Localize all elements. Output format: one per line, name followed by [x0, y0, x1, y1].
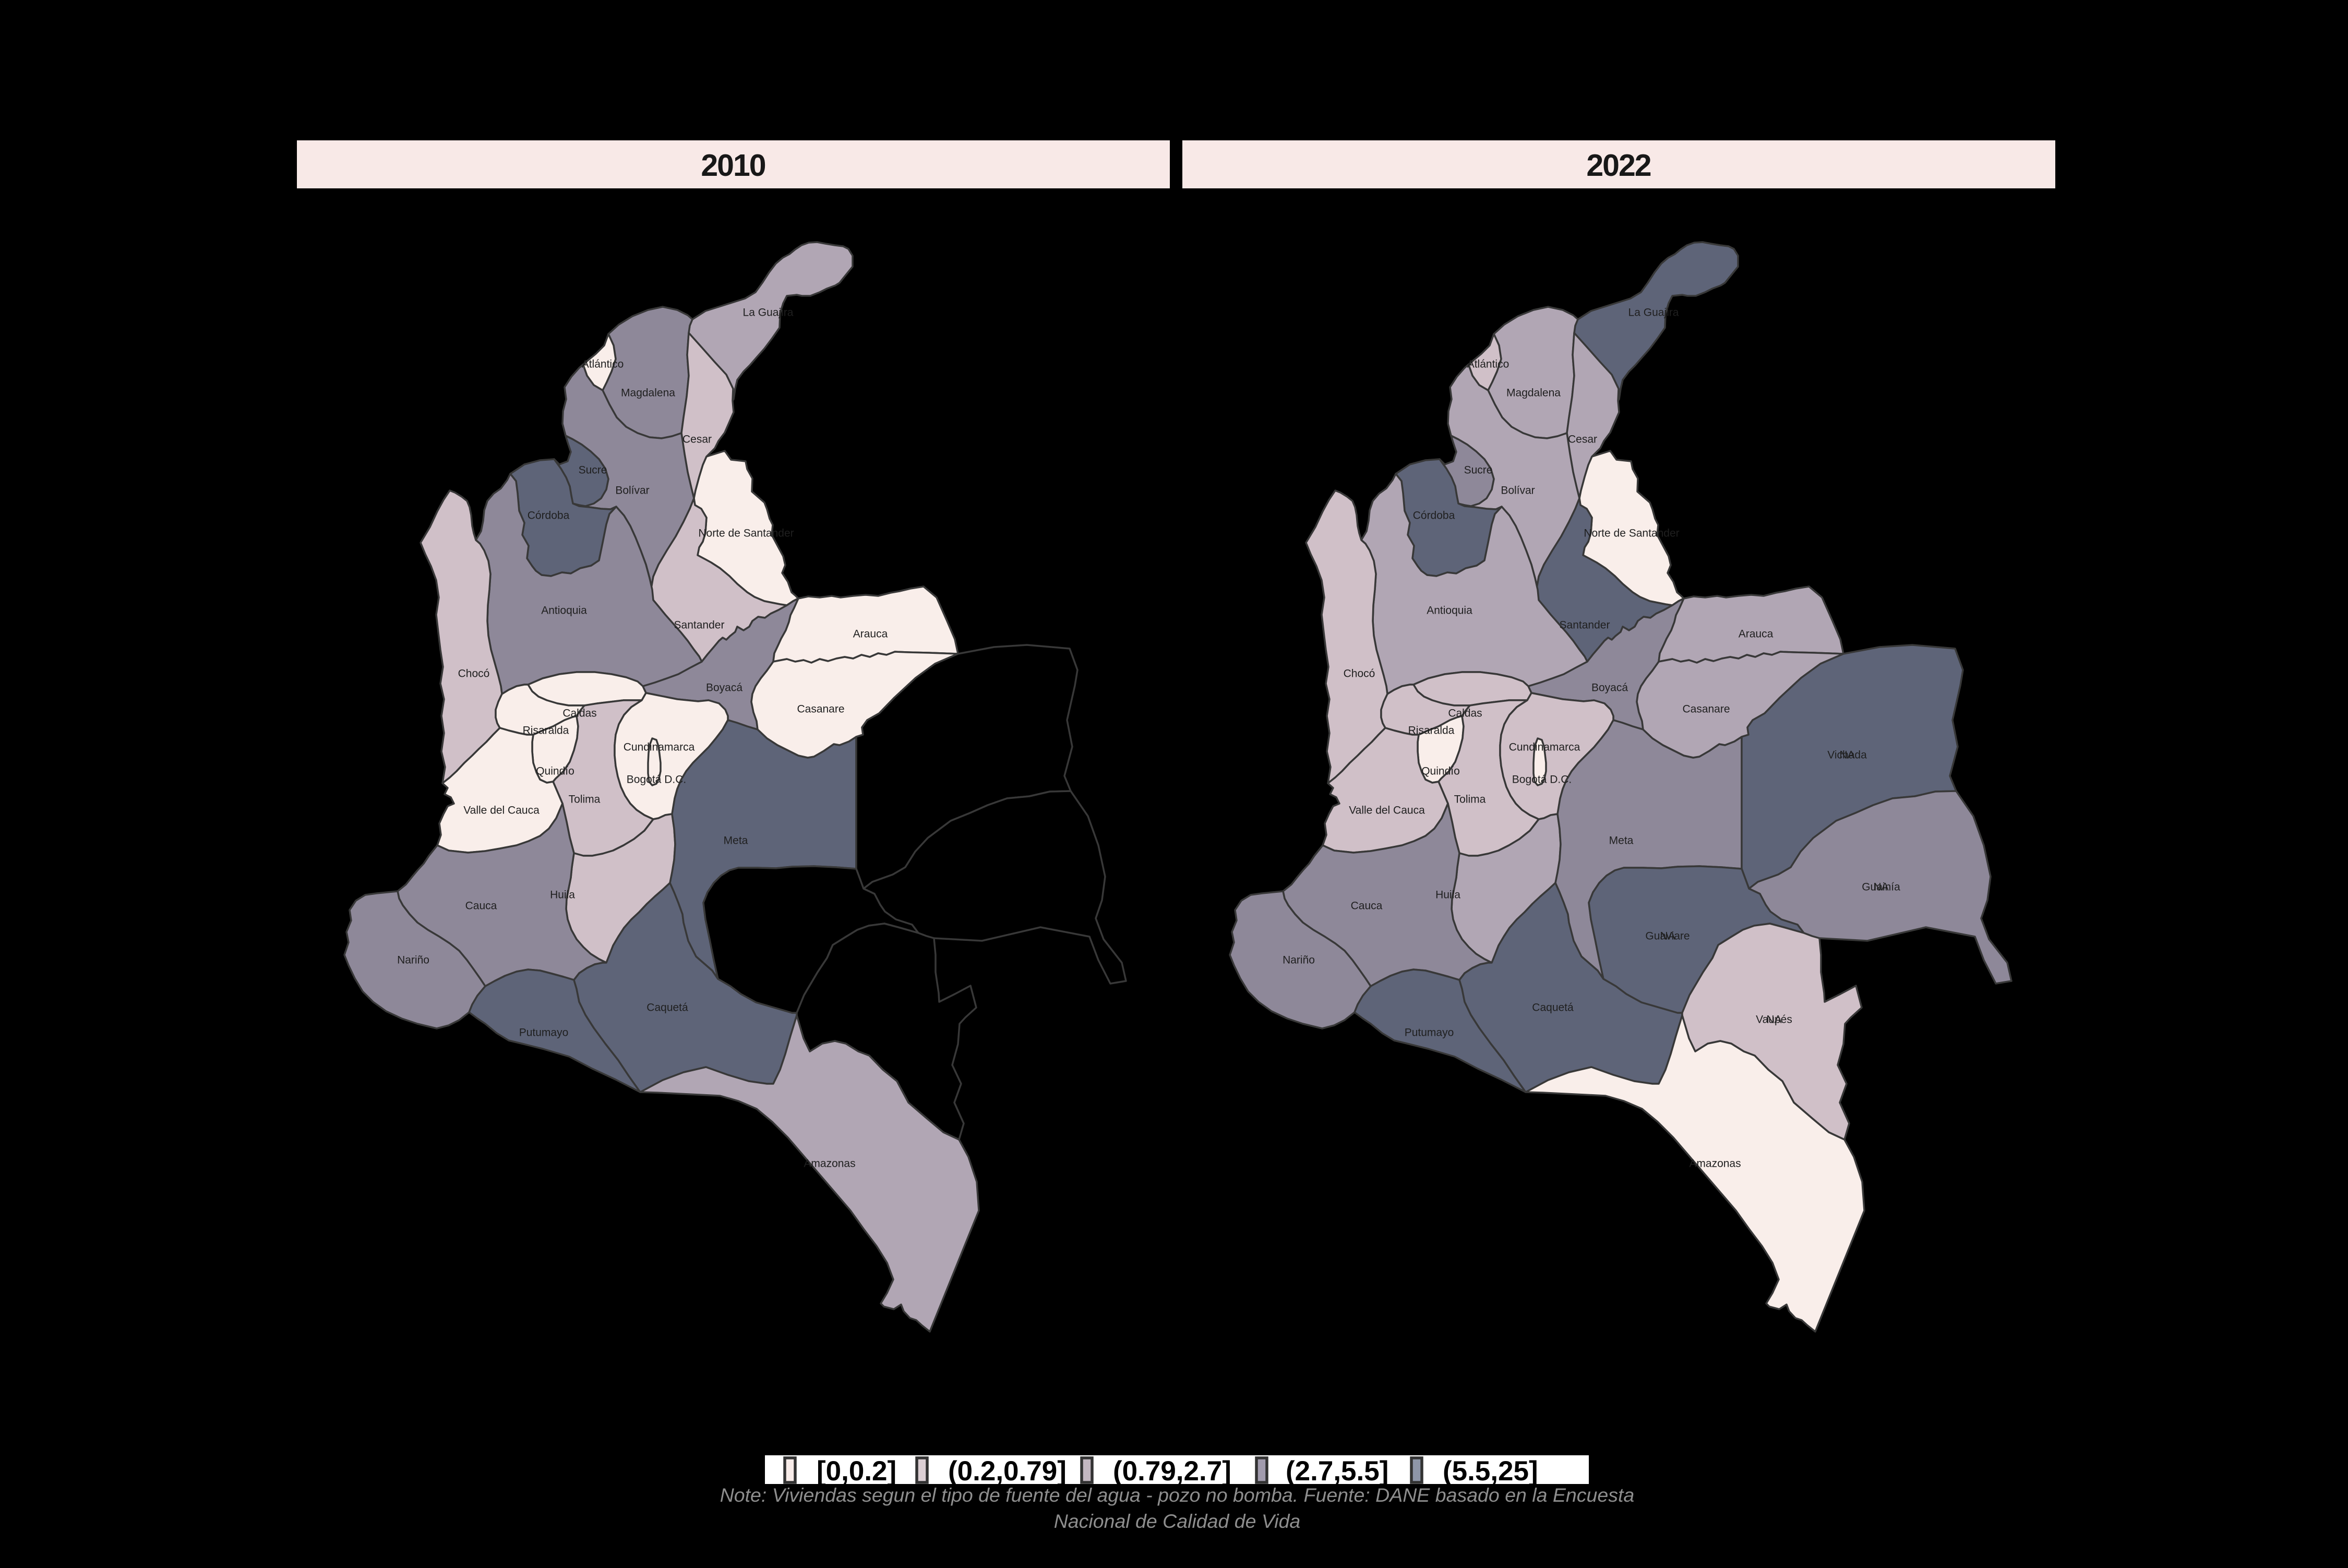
svg-text:Valle del Cauca: Valle del Cauca: [1349, 805, 1425, 817]
svg-text:Tolima: Tolima: [1454, 794, 1486, 806]
svg-text:Arauca: Arauca: [1739, 628, 1774, 640]
svg-text:Arauca: Arauca: [853, 628, 888, 640]
svg-text:2022: 2022: [1586, 148, 1650, 183]
svg-text:Caquetá: Caquetá: [646, 1002, 688, 1014]
svg-text:Córdoba: Córdoba: [528, 510, 570, 522]
svg-text:Sucre: Sucre: [579, 464, 607, 476]
svg-text:Magdalena: Magdalena: [621, 387, 675, 399]
svg-text:Tolima: Tolima: [569, 794, 601, 806]
svg-text:Vaupés: Vaupés: [1756, 1014, 1792, 1026]
svg-text:Caquetá: Caquetá: [1532, 1002, 1574, 1014]
svg-text:Casanare: Casanare: [797, 703, 844, 715]
svg-text:Cundinamarca: Cundinamarca: [1509, 741, 1580, 753]
svg-text:Cesar: Cesar: [682, 434, 712, 446]
svg-text:Córdoba: Córdoba: [1413, 510, 1455, 522]
svg-text:Santander: Santander: [1560, 619, 1610, 631]
svg-text:NA: NA: [1839, 749, 1854, 761]
svg-text:(5.5,25]: (5.5,25]: [1443, 1456, 1538, 1487]
svg-text:Guainía: Guainía: [1862, 881, 1900, 893]
svg-text:Meta: Meta: [1609, 835, 1634, 847]
svg-text:Amazonas: Amazonas: [804, 1158, 855, 1170]
svg-text:(2.7,5.5]: (2.7,5.5]: [1286, 1456, 1388, 1487]
svg-text:Caldas: Caldas: [1448, 708, 1482, 720]
svg-text:Norte de Santander: Norte de Santander: [1584, 528, 1679, 540]
svg-text:Quindío: Quindío: [536, 765, 574, 777]
svg-text:NA: NA: [1766, 1014, 1781, 1026]
svg-text:Putumayo: Putumayo: [1405, 1027, 1454, 1039]
svg-text:Quindío: Quindío: [1421, 765, 1460, 777]
svg-text:Santander: Santander: [674, 619, 725, 631]
svg-text:Amazonas: Amazonas: [1689, 1158, 1741, 1170]
svg-text:Nariño: Nariño: [397, 954, 429, 966]
svg-text:Casanare: Casanare: [1682, 703, 1730, 715]
svg-text:Huila: Huila: [550, 889, 575, 901]
svg-text:Valle del Cauca: Valle del Cauca: [463, 805, 540, 817]
svg-text:Atlántico: Atlántico: [582, 358, 624, 370]
svg-text:Vichada: Vichada: [1827, 749, 1867, 761]
svg-text:Sucre: Sucre: [1464, 464, 1493, 476]
svg-text:Nariño: Nariño: [1283, 954, 1315, 966]
svg-text:(0.79,2.7]: (0.79,2.7]: [1113, 1456, 1231, 1487]
svg-text:Bogotá D.C.: Bogotá D.C.: [1512, 774, 1572, 786]
svg-text:Nacional de Calidad de Vida: Nacional de Calidad de Vida: [1054, 1510, 1301, 1532]
svg-text:La Guajira: La Guajira: [743, 307, 794, 319]
svg-text:[0,0.2]: [0,0.2]: [817, 1456, 896, 1487]
svg-text:Note: Viviendas segun el tipo: Note: Viviendas segun el tipo de fuente …: [720, 1484, 1635, 1506]
svg-text:Meta: Meta: [724, 835, 748, 847]
svg-text:Risaralda: Risaralda: [523, 725, 569, 737]
svg-text:Atlántico: Atlántico: [1467, 358, 1510, 370]
svg-text:Cundinamarca: Cundinamarca: [624, 741, 695, 753]
svg-text:Cauca: Cauca: [465, 900, 497, 912]
svg-text:2010: 2010: [701, 148, 765, 183]
svg-text:Magdalena: Magdalena: [1506, 387, 1561, 399]
svg-text:(0.2,0.79]: (0.2,0.79]: [948, 1456, 1067, 1487]
svg-text:Norte de Santander: Norte de Santander: [698, 528, 794, 540]
svg-text:Bolívar: Bolívar: [1501, 485, 1535, 497]
svg-text:Cauca: Cauca: [1351, 900, 1383, 912]
svg-text:Huila: Huila: [1435, 889, 1460, 901]
svg-text:Caldas: Caldas: [562, 708, 596, 720]
svg-text:Guaviare: Guaviare: [1645, 930, 1690, 942]
svg-text:Bolívar: Bolívar: [615, 485, 649, 497]
svg-text:NA: NA: [1873, 881, 1888, 893]
svg-text:Risaralda: Risaralda: [1408, 725, 1455, 737]
svg-text:Putumayo: Putumayo: [519, 1027, 569, 1039]
svg-text:Cesar: Cesar: [1568, 434, 1597, 446]
svg-text:Boyacá: Boyacá: [706, 682, 742, 694]
svg-text:Bogotá D.C.: Bogotá D.C.: [627, 774, 686, 786]
svg-text:La Guajira: La Guajira: [1628, 307, 1679, 319]
svg-text:NA: NA: [1660, 930, 1675, 942]
svg-text:Boyacá: Boyacá: [1591, 682, 1628, 694]
svg-text:Chocó: Chocó: [1344, 668, 1375, 680]
svg-text:Chocó: Chocó: [458, 668, 490, 680]
svg-text:Antioquia: Antioquia: [541, 605, 587, 617]
svg-text:Antioquia: Antioquia: [1427, 605, 1472, 617]
